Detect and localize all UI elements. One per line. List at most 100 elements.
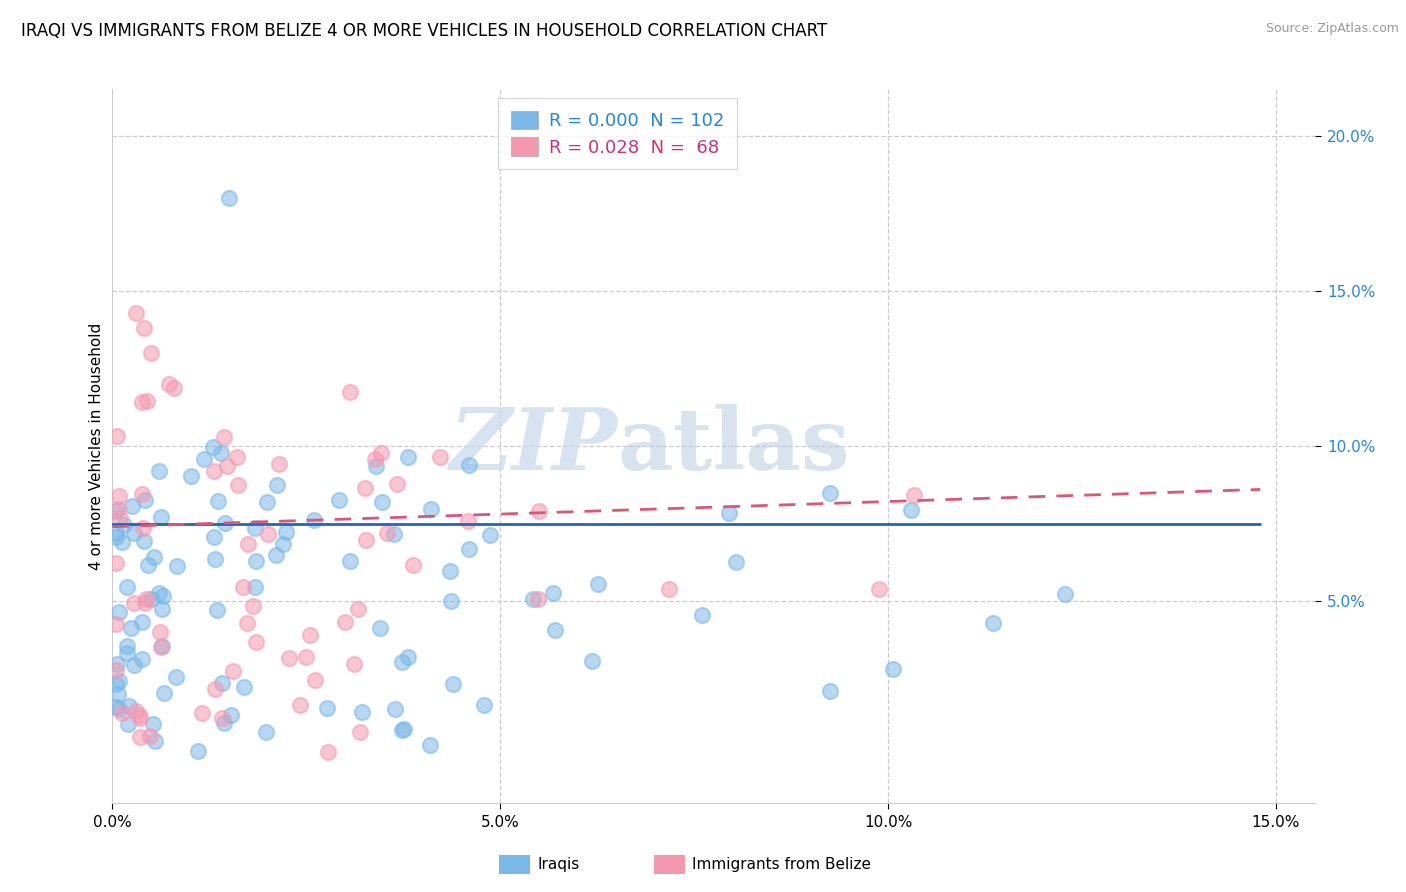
Point (298, 628, 321, 642)
Point (472, 698, 495, 713)
Point (527, 592, 550, 607)
Point (124, 658, 146, 673)
Point (690, 608, 713, 623)
Point (818, 485, 841, 500)
Point (202, 530, 225, 544)
Point (211, 676, 233, 690)
Text: Immigrants from Belize: Immigrants from Belize (692, 857, 870, 871)
Point (302, 513, 325, 527)
Point (148, 464, 170, 478)
Point (288, 698, 311, 712)
Point (105, 556, 128, 570)
Point (266, 478, 288, 492)
Point (107, 702, 129, 716)
Point (143, 734, 166, 748)
Point (107, 657, 129, 671)
Point (257, 527, 280, 541)
Point (354, 533, 377, 547)
Point (124, 596, 146, 610)
Point (125, 704, 148, 718)
Point (128, 708, 150, 723)
Point (725, 555, 748, 569)
Point (429, 450, 451, 465)
Point (105, 531, 128, 545)
Point (441, 677, 464, 691)
Point (903, 488, 925, 502)
Point (131, 652, 153, 666)
Point (215, 459, 238, 474)
Text: Iraqis: Iraqis (537, 857, 579, 871)
Point (271, 537, 294, 551)
Point (658, 582, 681, 596)
Point (129, 731, 152, 745)
Point (882, 662, 904, 676)
Point (364, 452, 387, 467)
Point (375, 525, 398, 540)
Point (117, 639, 139, 653)
Y-axis label: 4 or more Vehicles in Household: 4 or more Vehicles in Household (89, 322, 104, 570)
Point (349, 724, 371, 739)
Point (347, 601, 370, 615)
Point (392, 723, 415, 737)
Point (207, 494, 229, 508)
Point (818, 684, 841, 698)
Point (478, 528, 501, 542)
Point (107, 501, 129, 516)
Point (276, 524, 298, 539)
Point (214, 516, 236, 530)
Point (205, 603, 228, 617)
Point (457, 515, 479, 529)
Point (256, 495, 278, 509)
Point (718, 506, 741, 520)
Point (163, 381, 186, 395)
Point (219, 708, 242, 723)
Point (115, 580, 138, 594)
Point (105, 526, 128, 541)
Point (352, 705, 374, 719)
Point (396, 450, 419, 465)
Point (236, 615, 259, 630)
Point (233, 681, 256, 695)
Point (218, 191, 240, 205)
Point (228, 477, 250, 491)
Point (387, 477, 409, 491)
Point (440, 594, 463, 608)
Point (131, 615, 153, 629)
Point (135, 592, 157, 607)
Point (150, 602, 173, 616)
Point (254, 725, 277, 739)
Point (107, 673, 129, 688)
Point (149, 624, 172, 639)
Point (141, 346, 163, 360)
Point (108, 511, 131, 525)
Legend: R = 0.000  N = 102, R = 0.028  N =  68: R = 0.000 N = 102, R = 0.028 N = 68 (498, 98, 737, 169)
Point (202, 465, 225, 479)
Text: ZIP: ZIP (450, 404, 617, 488)
Point (304, 673, 326, 688)
Point (277, 651, 299, 665)
Point (150, 639, 173, 653)
Point (121, 499, 143, 513)
Point (120, 620, 142, 634)
Point (236, 537, 259, 551)
Point (105, 504, 128, 518)
Point (115, 646, 138, 660)
Point (180, 469, 202, 483)
Point (243, 521, 266, 535)
Point (152, 589, 174, 603)
Point (117, 716, 139, 731)
Point (343, 657, 366, 671)
Point (1053, 587, 1076, 601)
Point (981, 615, 1004, 630)
Point (135, 394, 157, 409)
Point (108, 489, 131, 503)
Point (107, 605, 129, 619)
Point (165, 670, 187, 684)
Point (212, 716, 235, 731)
Point (226, 450, 249, 464)
Point (105, 429, 128, 443)
Point (131, 520, 153, 534)
Point (243, 580, 266, 594)
Point (138, 729, 160, 743)
Point (204, 551, 226, 566)
